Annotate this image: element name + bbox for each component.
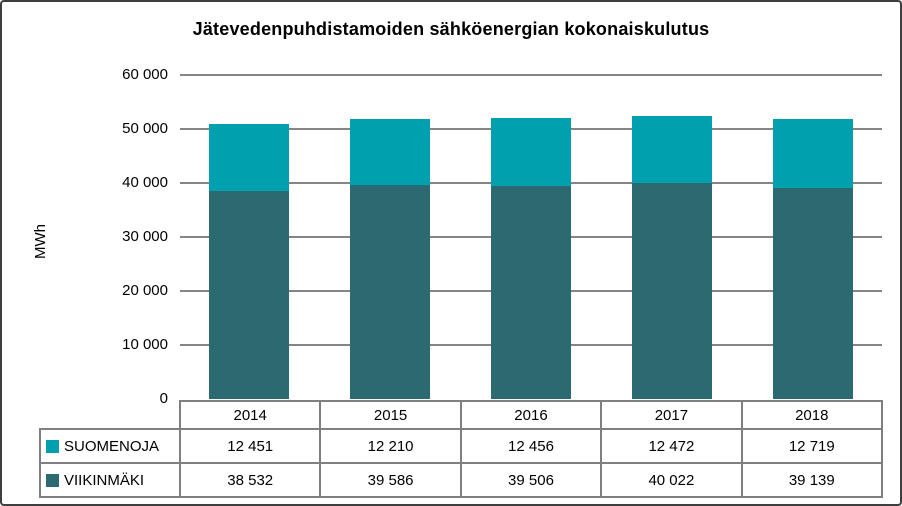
legend-label: VIIKINMÄKI: [64, 471, 145, 489]
gridline: [180, 74, 882, 76]
legend-key-suomenoja: SUOMENOJA: [41, 430, 179, 462]
table-cell-viikinmäki-2018: 39 139: [742, 464, 881, 496]
table-cell-viikinmäki-2015: 39 586: [321, 464, 460, 496]
bar-segment-suomenoja-2015: [350, 119, 431, 186]
y-tick-label: 30 000: [122, 228, 168, 245]
bar-segment-viikinmäki-2018: [772, 187, 853, 399]
y-tick-label: 50 000: [122, 120, 168, 137]
y-axis-title: MWh: [32, 224, 49, 260]
table-cell-viikinmäki-2016: 39 506: [461, 464, 601, 496]
y-tick-label: 20 000: [122, 282, 168, 299]
data-table-body: 12 451 12 210 12 456 12 472 12 719 38 532 39 5…: [179, 428, 883, 498]
bar-segment-suomenoja-2014: [209, 123, 290, 191]
bar-segment-viikinmäki-2015: [350, 185, 431, 399]
bar-segment-viikinmäki-2016: [491, 185, 571, 399]
data-table-header: 2014 2015 2016 2017 2018: [179, 400, 883, 430]
legend-swatch-icon: [46, 439, 59, 453]
y-tick-label: 10 000: [122, 336, 168, 353]
table-header-year: 2018: [742, 402, 881, 428]
legend-swatch-icon: [46, 473, 59, 487]
bar-segment-viikinmäki-2017: [631, 182, 712, 399]
table-cell-suomenoja-2016: 12 456: [461, 430, 601, 462]
table-header-year: 2016: [461, 402, 601, 428]
bar-segment-suomenoja-2018: [772, 118, 853, 188]
table-cell-suomenoja-2014: 12 451: [181, 430, 320, 462]
table-header-year: 2014: [181, 402, 320, 428]
legend-key-viikinmäki: VIIKINMÄKI: [41, 464, 179, 496]
table-cell-suomenoja-2018: 12 719: [742, 430, 881, 462]
legend-label: SUOMENOJA: [64, 437, 160, 455]
table-cell-suomenoja-2015: 12 210: [321, 430, 460, 462]
y-tick-label: 40 000: [122, 174, 168, 191]
y-tick-label: 0: [159, 390, 168, 407]
table-header-year: 2015: [321, 402, 460, 428]
table-header-year: 2017: [602, 402, 741, 428]
bar-segment-suomenoja-2016: [491, 118, 571, 186]
bar-segment-suomenoja-2017: [631, 115, 712, 183]
bar-segment-viikinmäki-2014: [209, 190, 290, 399]
table-cell-viikinmäki-2014: 38 532: [181, 464, 320, 496]
table-cell-viikinmäki-2017: 40 022: [602, 464, 741, 496]
y-tick-label: 60 000: [122, 66, 168, 83]
chart-title: Jätevedenpuhdistamoiden sähköenergian ko…: [192, 19, 710, 39]
data-table-legend: SUOMENOJA VIIKINMÄKI: [39, 428, 181, 498]
table-cell-suomenoja-2017: 12 472: [602, 430, 741, 462]
